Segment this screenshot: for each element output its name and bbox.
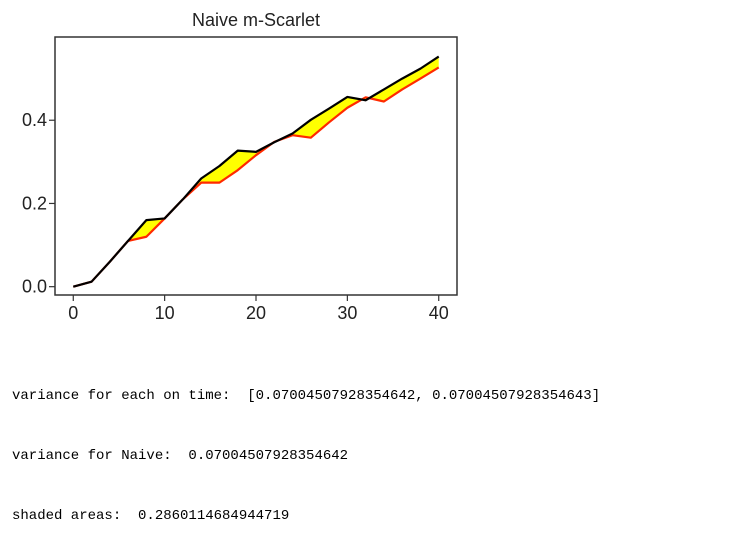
output-line-shaded-areas: shaded areas: 0.2860114684944719	[12, 508, 290, 524]
x-tick-label: 40	[429, 303, 449, 323]
x-tick-label: 10	[155, 303, 175, 323]
shaded-area	[73, 56, 439, 287]
x-tick-label: 0	[68, 303, 78, 323]
y-axis: 0.0 0.2 0.4	[22, 110, 55, 297]
shaded-region-layer	[73, 56, 439, 287]
chart-title: Naive m-Scarlet	[192, 10, 320, 30]
output-line-variance-each: variance for each on time: [0.0700450792…	[12, 388, 601, 404]
y-tick-label: 0.0	[22, 277, 47, 297]
y-tick-label: 0.4	[22, 110, 47, 130]
series-layer	[72, 55, 440, 288]
x-tick-label: 30	[337, 303, 357, 323]
x-axis: 0 10 20 30 40	[68, 295, 449, 323]
cell-output: variance for each on time: [0.0700450792…	[12, 346, 600, 546]
series-line-red	[72, 66, 440, 288]
chart: Naive m-Scarlet 0 10 20 30 40 0.0 0.2 0.4	[22, 10, 458, 323]
y-tick-label: 0.2	[22, 193, 47, 213]
output-line-variance-naive: variance for Naive: 0.07004507928354642	[12, 448, 349, 464]
series-line-black	[72, 55, 440, 288]
x-tick-label: 20	[246, 303, 266, 323]
